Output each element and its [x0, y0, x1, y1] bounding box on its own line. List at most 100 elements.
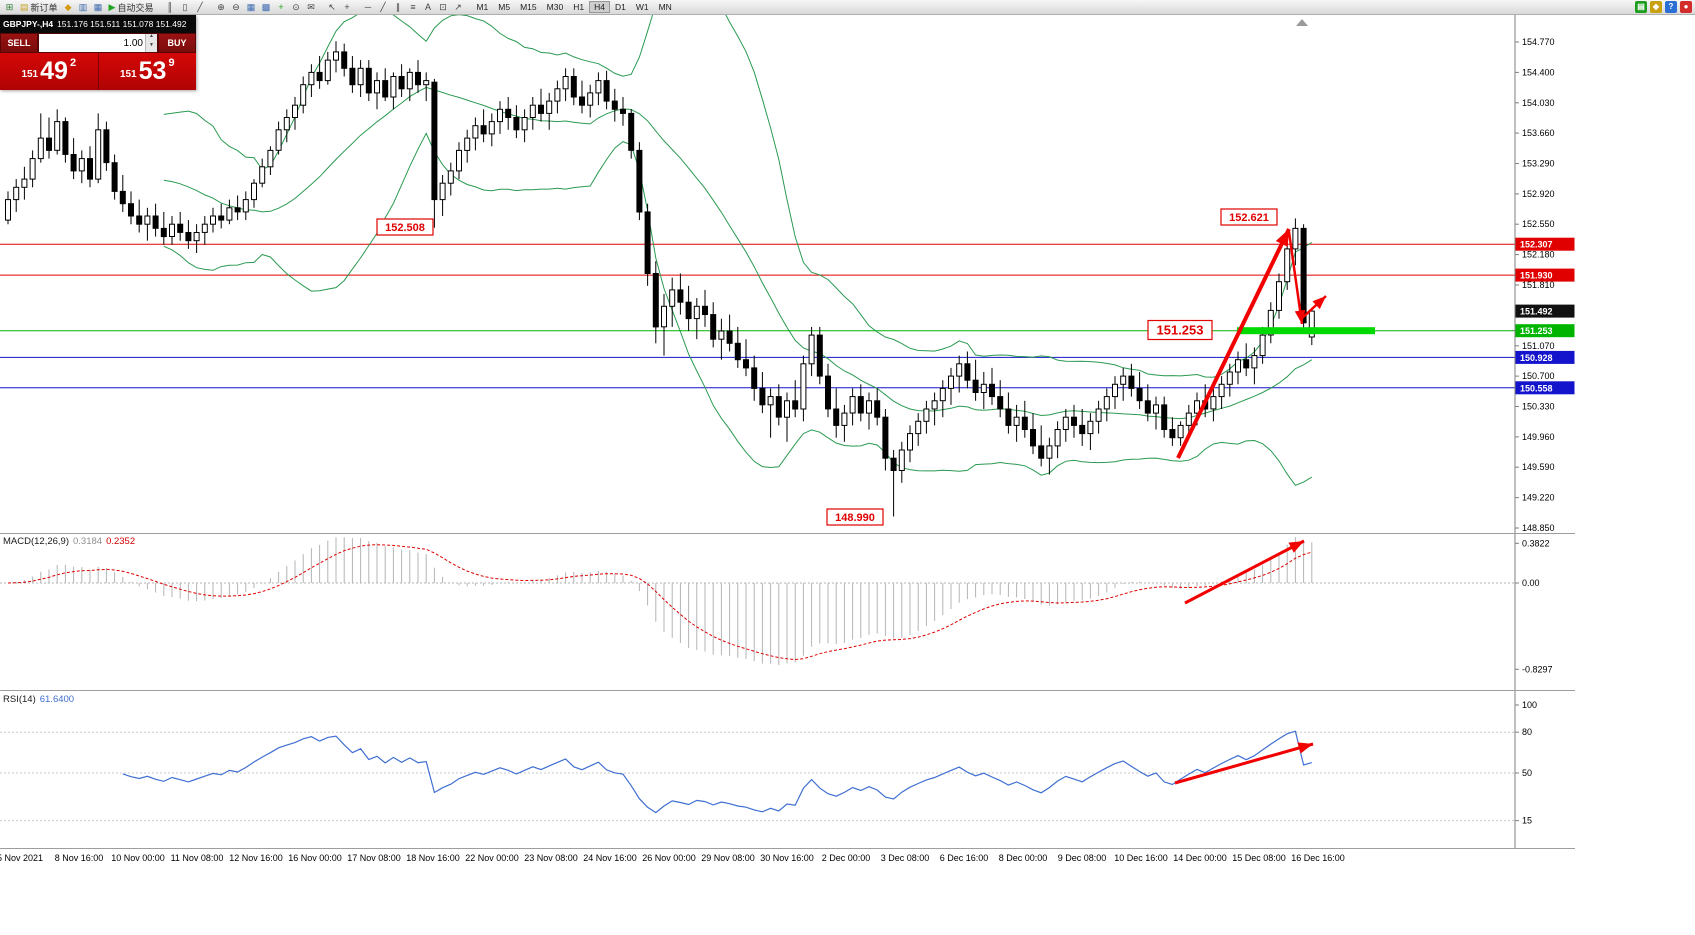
- bid-sup: 2: [69, 57, 77, 69]
- date-label: 17 Nov 08:00: [347, 853, 401, 863]
- date-label: 18 Nov 16:00: [406, 853, 460, 863]
- timeframe-m1[interactable]: M1: [476, 2, 489, 12]
- svg-text:151.253: 151.253: [1157, 323, 1204, 338]
- templates-icon[interactable]: ✉: [307, 1, 315, 12]
- svg-text:153.290: 153.290: [1522, 159, 1555, 169]
- timeframe-w1[interactable]: W1: [635, 2, 649, 12]
- price-tag[interactable]: 151.930: [1515, 268, 1575, 282]
- date-label: 8 Dec 00:00: [998, 853, 1048, 863]
- price-tag[interactable]: 151.253: [1515, 324, 1575, 338]
- label-icon[interactable]: ⊡: [439, 1, 447, 12]
- bid-price[interactable]: 151 49 2: [0, 53, 99, 90]
- cascade-windows-icon[interactable]: ▩: [261, 1, 271, 12]
- toolbar: ⊞ ▤ 新订单 ◆ ▥ ▦ ▶ 自动交易 ║ ▯ ╱ ⊕ ⊖ ▦ ▩ + ⊙ ✉ ↖ + ─ ╱ ∥ ≡ A ⊡ ↗ M1 M5 M15…: [0, 0, 1695, 15]
- add-indicator-icon[interactable]: +: [278, 1, 284, 12]
- promo-icon[interactable]: ●: [1680, 1, 1692, 13]
- calendar-icon[interactable]: ◆: [1650, 1, 1662, 13]
- toolbar-right-icons: ▤ ◆? ●: [1635, 1, 1692, 13]
- svg-text:15: 15: [1522, 816, 1532, 826]
- new-order-button[interactable]: ▤ 新订单: [20, 1, 58, 13]
- zoom-out-icon[interactable]: ⊖: [232, 1, 240, 12]
- rsi-panel[interactable]: 100 80 50 15: [0, 690, 1575, 848]
- trendline-icon[interactable]: ╱: [380, 1, 386, 12]
- date-label: 12 Nov 16:00: [229, 853, 283, 863]
- timeframe-m30[interactable]: M30: [546, 2, 564, 12]
- svg-text:154.030: 154.030: [1522, 98, 1555, 108]
- text-icon[interactable]: A: [424, 1, 431, 12]
- help-icon[interactable]: ?: [1665, 1, 1677, 13]
- data-window-icon[interactable]: ▦: [93, 1, 103, 12]
- timeframe-buttons: M1 M5 M15 M30 H1 H4 D1 W1 MN: [471, 1, 676, 13]
- crosshair-icon[interactable]: +: [344, 1, 350, 12]
- rsi-arrow[interactable]: [1174, 742, 1314, 785]
- price-chart[interactable]: 154.770 154.400 154.030 153.660 153.290 152.9…: [0, 15, 1575, 533]
- svg-text:151.070: 151.070: [1522, 341, 1555, 351]
- price-axis[interactable]: 154.770 154.400 154.030 153.660 153.290 152.9…: [1514, 15, 1575, 533]
- auto-trading-button[interactable]: ▶ 自动交易: [108, 1, 154, 13]
- svg-text:152.920: 152.920: [1522, 189, 1555, 199]
- svg-text:152.508: 152.508: [385, 222, 425, 234]
- price-tag[interactable]: 151.492: [1515, 304, 1575, 318]
- period-icon[interactable]: ⊙: [292, 1, 300, 12]
- svg-text:150.330: 150.330: [1522, 402, 1555, 412]
- candlesticks: [5, 41, 1315, 517]
- market-watch-icon[interactable]: ▥: [78, 1, 88, 12]
- tile-windows-icon[interactable]: ▦: [246, 1, 256, 12]
- svg-text:-0.8297: -0.8297: [1522, 664, 1553, 674]
- buy-button[interactable]: BUY: [158, 33, 196, 53]
- price-tag[interactable]: 150.558: [1515, 381, 1575, 395]
- chart-shift-marker[interactable]: [1296, 19, 1308, 26]
- timeframe-d1[interactable]: D1: [614, 2, 626, 12]
- chart-window[interactable]: 154.770 154.400 154.030 153.660 153.290 152.9…: [0, 15, 1575, 867]
- price-tag[interactable]: 150.928: [1515, 350, 1575, 364]
- timeframe-h1[interactable]: H1: [573, 2, 585, 12]
- favorites-icon[interactable]: ◆: [64, 1, 72, 12]
- price-annotations[interactable]: 152.508 152.621 151.253 148.990: [376, 208, 1278, 526]
- date-label: 30 Nov 16:00: [760, 853, 814, 863]
- svg-text:0.3822: 0.3822: [1522, 538, 1550, 548]
- ask-price[interactable]: 151 53 9: [98, 53, 196, 90]
- svg-text:151.492: 151.492: [1520, 307, 1553, 317]
- volume-up-button[interactable]: ▲: [146, 34, 157, 43]
- svg-text:150.700: 150.700: [1522, 371, 1555, 381]
- svg-text:80: 80: [1522, 727, 1532, 737]
- date-label: 2 Dec 00:00: [821, 853, 871, 863]
- line-chart-icon[interactable]: ╱: [197, 1, 203, 12]
- candlestick-chart-icon[interactable]: ▯: [182, 1, 188, 12]
- svg-text:152.180: 152.180: [1522, 250, 1555, 260]
- svg-text:152.621: 152.621: [1229, 212, 1269, 224]
- macd-arrow[interactable]: [1184, 539, 1305, 605]
- one-click-trading-panel: GBPJPY-,H4 151.176 151.511 151.078 151.49…: [0, 15, 196, 90]
- svg-text:154.400: 154.400: [1522, 67, 1555, 77]
- trend-arrows[interactable]: [1176, 228, 1327, 459]
- bar-chart-icon[interactable]: ║: [166, 1, 174, 12]
- svg-text:100: 100: [1522, 700, 1537, 710]
- volume-down-button[interactable]: ▼: [146, 43, 157, 52]
- green-level-segment[interactable]: [1237, 327, 1375, 335]
- symbol-name: GBPJPY-,H4: [3, 19, 54, 29]
- sell-button[interactable]: SELL: [0, 33, 38, 53]
- new-chart-icon[interactable]: ⊞: [5, 1, 14, 12]
- date-axis[interactable]: 5 Nov 2021 8 Nov 16:00 10 Nov 00:00 11 Nov …: [0, 848, 1575, 867]
- channel-icon[interactable]: ∥: [395, 1, 401, 12]
- timeframe-h4[interactable]: H4: [589, 1, 610, 13]
- timeframe-mn[interactable]: MN: [658, 2, 672, 12]
- price-tag[interactable]: 152.307: [1515, 237, 1575, 251]
- ask-sup: 9: [168, 57, 175, 69]
- ohlc-values: 151.176 151.511 151.078 151.492: [57, 19, 187, 29]
- news-icon[interactable]: ▤: [1635, 1, 1647, 13]
- timeframe-m5[interactable]: M5: [498, 2, 511, 12]
- hline-icon[interactable]: ─: [364, 1, 372, 12]
- macd-panel[interactable]: 0.3822 0.00 -0.8297: [0, 533, 1575, 690]
- volume-input[interactable]: [39, 34, 145, 52]
- macd-label: MACD(12,26,9) 0.3184 0.2352: [3, 536, 136, 547]
- zoom-in-icon[interactable]: ⊕: [217, 1, 225, 12]
- cursor-icon[interactable]: ↖: [328, 1, 336, 12]
- arrows-tool-icon[interactable]: ↗: [454, 1, 462, 12]
- svg-text:149.590: 149.590: [1522, 462, 1555, 472]
- fibonacci-icon[interactable]: ≡: [410, 1, 416, 12]
- svg-text:152.307: 152.307: [1520, 240, 1553, 250]
- svg-text:150.928: 150.928: [1520, 353, 1553, 363]
- timeframe-m15[interactable]: M15: [520, 2, 537, 12]
